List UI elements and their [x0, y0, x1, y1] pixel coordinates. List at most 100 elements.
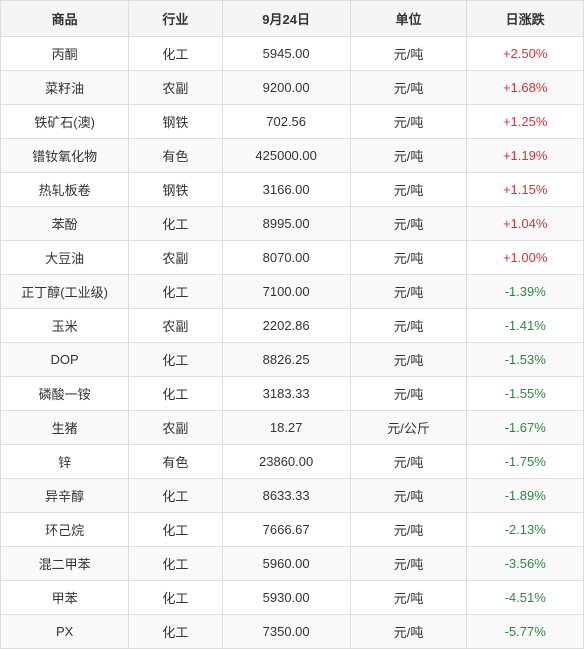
- cell-unit: 元/吨: [350, 241, 467, 275]
- cell-product: 热轧板卷: [1, 173, 129, 207]
- cell-change: -1.89%: [467, 479, 584, 513]
- cell-industry: 有色: [129, 139, 222, 173]
- cell-product: DOP: [1, 343, 129, 377]
- header-row: 商品 行业 9月24日 单位 日涨跌: [1, 1, 584, 37]
- cell-industry: 化工: [129, 37, 222, 71]
- table-row: 铁矿石(澳)钢铁702.56元/吨+1.25%: [1, 105, 584, 139]
- cell-unit: 元/吨: [350, 105, 467, 139]
- cell-change: -1.75%: [467, 445, 584, 479]
- cell-price: 425000.00: [222, 139, 350, 173]
- cell-change: +2.50%: [467, 37, 584, 71]
- cell-industry: 农副: [129, 411, 222, 445]
- cell-change: -1.53%: [467, 343, 584, 377]
- cell-unit: 元/吨: [350, 377, 467, 411]
- cell-price: 7100.00: [222, 275, 350, 309]
- cell-change: +1.00%: [467, 241, 584, 275]
- cell-unit: 元/吨: [350, 479, 467, 513]
- cell-change: -4.51%: [467, 581, 584, 615]
- table-row: 正丁醇(工业级)化工7100.00元/吨-1.39%: [1, 275, 584, 309]
- cell-change: +1.04%: [467, 207, 584, 241]
- table-row: 热轧板卷钢铁3166.00元/吨+1.15%: [1, 173, 584, 207]
- cell-industry: 钢铁: [129, 173, 222, 207]
- cell-price: 3183.33: [222, 377, 350, 411]
- cell-price: 23860.00: [222, 445, 350, 479]
- col-header-unit: 单位: [350, 1, 467, 37]
- cell-change: -5.77%: [467, 615, 584, 649]
- cell-product: 镨钕氧化物: [1, 139, 129, 173]
- col-header-industry: 行业: [129, 1, 222, 37]
- cell-unit: 元/吨: [350, 547, 467, 581]
- cell-price: 7666.67: [222, 513, 350, 547]
- cell-change: -1.55%: [467, 377, 584, 411]
- table-row: DOP化工8826.25元/吨-1.53%: [1, 343, 584, 377]
- cell-price: 702.56: [222, 105, 350, 139]
- cell-industry: 农副: [129, 309, 222, 343]
- cell-change: +1.19%: [467, 139, 584, 173]
- cell-industry: 化工: [129, 479, 222, 513]
- cell-product: 混二甲苯: [1, 547, 129, 581]
- cell-unit: 元/吨: [350, 513, 467, 547]
- cell-product: 玉米: [1, 309, 129, 343]
- cell-change: -1.41%: [467, 309, 584, 343]
- cell-price: 8070.00: [222, 241, 350, 275]
- cell-unit: 元/吨: [350, 615, 467, 649]
- cell-product: 甲苯: [1, 581, 129, 615]
- table-row: 丙酮化工5945.00元/吨+2.50%: [1, 37, 584, 71]
- cell-unit: 元/公斤: [350, 411, 467, 445]
- cell-product: 环己烷: [1, 513, 129, 547]
- cell-product: 菜籽油: [1, 71, 129, 105]
- cell-product: 异辛醇: [1, 479, 129, 513]
- cell-price: 8995.00: [222, 207, 350, 241]
- cell-product: 磷酸一铵: [1, 377, 129, 411]
- table-row: 玉米农副2202.86元/吨-1.41%: [1, 309, 584, 343]
- cell-change: -1.39%: [467, 275, 584, 309]
- cell-industry: 化工: [129, 343, 222, 377]
- table-header: 商品 行业 9月24日 单位 日涨跌: [1, 1, 584, 37]
- cell-product: 生猪: [1, 411, 129, 445]
- cell-product: 铁矿石(澳): [1, 105, 129, 139]
- cell-unit: 元/吨: [350, 581, 467, 615]
- cell-change: -1.67%: [467, 411, 584, 445]
- table-row: 生猪农副18.27元/公斤-1.67%: [1, 411, 584, 445]
- col-header-product: 商品: [1, 1, 129, 37]
- table-row: 菜籽油农副9200.00元/吨+1.68%: [1, 71, 584, 105]
- cell-price: 18.27: [222, 411, 350, 445]
- cell-change: +1.68%: [467, 71, 584, 105]
- table-row: 大豆油农副8070.00元/吨+1.00%: [1, 241, 584, 275]
- cell-price: 7350.00: [222, 615, 350, 649]
- table-row: 混二甲苯化工5960.00元/吨-3.56%: [1, 547, 584, 581]
- cell-industry: 化工: [129, 615, 222, 649]
- cell-change: +1.25%: [467, 105, 584, 139]
- table-row: 异辛醇化工8633.33元/吨-1.89%: [1, 479, 584, 513]
- table-row: 磷酸一铵化工3183.33元/吨-1.55%: [1, 377, 584, 411]
- cell-industry: 化工: [129, 207, 222, 241]
- table-row: 苯酚化工8995.00元/吨+1.04%: [1, 207, 584, 241]
- cell-industry: 化工: [129, 275, 222, 309]
- cell-product: 大豆油: [1, 241, 129, 275]
- cell-unit: 元/吨: [350, 445, 467, 479]
- cell-product: 锌: [1, 445, 129, 479]
- cell-industry: 化工: [129, 547, 222, 581]
- cell-price: 8826.25: [222, 343, 350, 377]
- cell-change: -2.13%: [467, 513, 584, 547]
- col-header-price: 9月24日: [222, 1, 350, 37]
- cell-product: 苯酚: [1, 207, 129, 241]
- cell-unit: 元/吨: [350, 309, 467, 343]
- cell-product: 正丁醇(工业级): [1, 275, 129, 309]
- cell-industry: 有色: [129, 445, 222, 479]
- cell-industry: 化工: [129, 581, 222, 615]
- cell-product: 丙酮: [1, 37, 129, 71]
- cell-unit: 元/吨: [350, 71, 467, 105]
- cell-unit: 元/吨: [350, 37, 467, 71]
- table-row: 锌有色23860.00元/吨-1.75%: [1, 445, 584, 479]
- table-body: 丙酮化工5945.00元/吨+2.50%菜籽油农副9200.00元/吨+1.68…: [1, 37, 584, 649]
- cell-industry: 化工: [129, 513, 222, 547]
- cell-industry: 钢铁: [129, 105, 222, 139]
- cell-price: 5930.00: [222, 581, 350, 615]
- cell-price: 9200.00: [222, 71, 350, 105]
- cell-unit: 元/吨: [350, 173, 467, 207]
- cell-change: -3.56%: [467, 547, 584, 581]
- cell-price: 5945.00: [222, 37, 350, 71]
- col-header-change: 日涨跌: [467, 1, 584, 37]
- table-row: PX化工7350.00元/吨-5.77%: [1, 615, 584, 649]
